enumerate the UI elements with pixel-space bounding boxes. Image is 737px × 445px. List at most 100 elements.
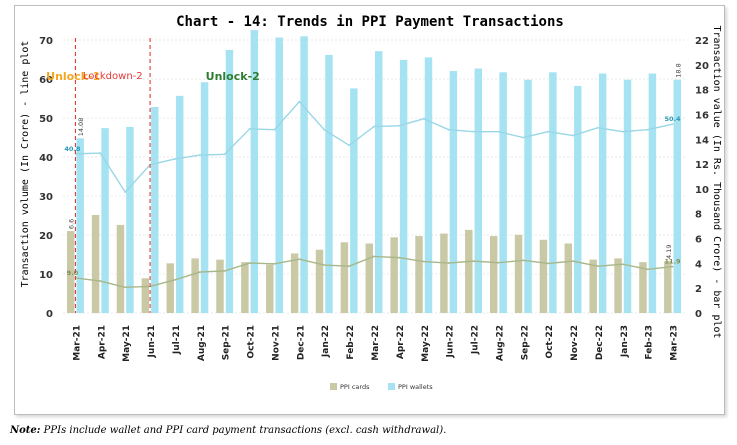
ppi-cards-volume-point [572, 260, 574, 263]
y-right-tick-label: 10 [695, 185, 709, 196]
x-tick-label: Jul-21 [172, 325, 182, 355]
ppi-cards-bar [91, 214, 100, 313]
y-right-tick-label: 18 [695, 86, 709, 97]
x-tick-label: Mar-21 [72, 325, 82, 361]
ppi-wallets-bar [499, 72, 507, 313]
ppi-cards-bar [614, 258, 622, 313]
x-tick-label: Apr-21 [97, 325, 107, 359]
ppi-wallets-bar [549, 72, 557, 313]
y-right-tick-label: 14 [695, 135, 709, 146]
ppi-cards-volume-point [273, 262, 276, 265]
note-text: PPIs include wallet and PPI card payment… [40, 425, 447, 436]
ppi-cards-volume-point [497, 261, 500, 264]
ppi-wallets-bar [350, 88, 358, 314]
ppi-wallets-volume-point [397, 124, 400, 127]
legend-label-ppi-wallets: PPI wallets [398, 383, 433, 391]
ppi-cards-volume-data-label: 9.0 [67, 269, 79, 277]
legend: PPI cards PPI wallets [330, 383, 433, 391]
x-tick-label: May-22 [421, 325, 431, 362]
ppi-wallets-bar [474, 68, 482, 313]
ppi-cards-bar [664, 261, 672, 313]
x-tick-label: Dec-21 [296, 325, 306, 360]
ppi-cards-bar [365, 243, 373, 313]
ppi-cards-bar [216, 259, 224, 313]
ppi-cards-volume-point [447, 262, 450, 264]
ppi-wallets-volume-point [671, 123, 674, 126]
ppi-cards-volume-point [248, 262, 251, 264]
ppi-wallets-bar [424, 57, 433, 313]
ppi-cards-bar [415, 236, 423, 313]
y-left-tick-label: 0 [46, 309, 53, 320]
ppi-wallets-volume-point [348, 144, 351, 147]
ppi-wallets-data-label: 18.8 [674, 63, 682, 77]
y-left-tick-label: 20 [39, 231, 53, 242]
ppi-wallets-volume-point [447, 128, 450, 131]
ppi-cards-bar [116, 224, 125, 313]
ppi-cards-bar [241, 262, 249, 313]
x-tick-label: Apr-22 [396, 325, 406, 359]
ppi-cards-bar [340, 242, 349, 313]
ppi-cards-volume-point [397, 256, 400, 259]
x-tick-label: May-21 [122, 325, 132, 362]
ppi-wallets-bar [76, 138, 84, 313]
ppi-cards-bar [290, 253, 299, 313]
ppi-wallets-volume-point [522, 136, 525, 139]
legend-swatch-ppi-cards [330, 383, 337, 390]
ppi-wallets-bar [300, 36, 308, 313]
ppi-cards-bar [315, 249, 324, 313]
ppi-wallets-bar [574, 85, 582, 313]
legend-swatch-ppi-wallets [388, 383, 395, 390]
x-tick-label: Aug-21 [197, 325, 207, 361]
ppi-cards-bar [639, 262, 647, 313]
ppi-wallets-bar [375, 51, 383, 313]
x-tick-label: Feb-23 [645, 325, 655, 360]
ppi-cards-volume-point [348, 265, 351, 268]
ppi-cards-bar [539, 239, 548, 313]
ppi-wallets-volume-point [223, 153, 226, 156]
ppi-wallets-volume-point [99, 152, 102, 155]
ppi-cards-volume-point [522, 259, 525, 262]
ppi-wallets-volume-point [373, 125, 375, 128]
y-right-tick-label: 6 [695, 235, 702, 246]
x-tick-label: Jul-22 [471, 325, 481, 355]
ppi-wallets-bar [101, 128, 109, 313]
ppi-cards-bar [514, 234, 523, 313]
phase-label-unlock-2: Unlock-2 [206, 70, 260, 83]
ppi-cards-bar [390, 237, 398, 313]
ppi-wallets-bar [275, 37, 283, 313]
y-right-tick-label: 2 [695, 284, 702, 295]
ppi-wallets-bar [524, 79, 532, 313]
ppi-wallets-volume-point [298, 100, 301, 103]
phase-lines [74, 38, 151, 313]
ppi-wallets-volume-line [75, 100, 673, 194]
ppi-wallets-volume-point [174, 158, 176, 160]
ppi-cards-volume-point [298, 258, 301, 261]
ppi-cards-bar [489, 236, 498, 313]
ppi-wallets-volume-data-label: 50.4 [665, 115, 682, 123]
ppi-wallets-volume-point [621, 130, 624, 133]
x-tick-label: Oct-22 [545, 325, 555, 359]
ppi-wallets-volume-point [547, 130, 550, 133]
x-tick-label: Mar-22 [371, 325, 381, 361]
legend-label-ppi-cards: PPI cards [340, 383, 370, 391]
ppi-wallets-volume-point [646, 128, 649, 131]
x-tick-label: Jun-21 [147, 325, 157, 358]
ppi-wallets-bar [126, 126, 134, 313]
footnote: Note: PPIs include wallet and PPI card p… [10, 425, 446, 436]
ppi-wallets-bar [325, 54, 333, 314]
x-tick-label: Nov-22 [570, 325, 580, 361]
ppi-cards-volume-point [646, 268, 649, 271]
y-right-tick-label: 8 [695, 210, 702, 221]
chart-frame: Chart - 14: Trends in PPI Payment Transa… [14, 5, 725, 415]
ppi-cards-bar [141, 278, 150, 313]
ppi-wallets-bar [623, 79, 632, 313]
ppi-cards-bar [66, 231, 75, 313]
y-right-tick-label: 0 [695, 309, 702, 320]
chart: Chart - 14: Trends in PPI Payment Transa… [20, 14, 722, 391]
ppi-wallets-volume-point [472, 130, 475, 133]
phase-label-unlock-1: Unlock-1 [46, 70, 100, 83]
ppi-wallets-bar [151, 107, 159, 313]
ppi-cards-bar [440, 233, 448, 313]
data-labels: 14.08 6.6 40.8 9.0 18.8 4.19 50.4 11.9 [64, 63, 682, 277]
ppi-cards-data-label: 6.6 [68, 219, 76, 229]
